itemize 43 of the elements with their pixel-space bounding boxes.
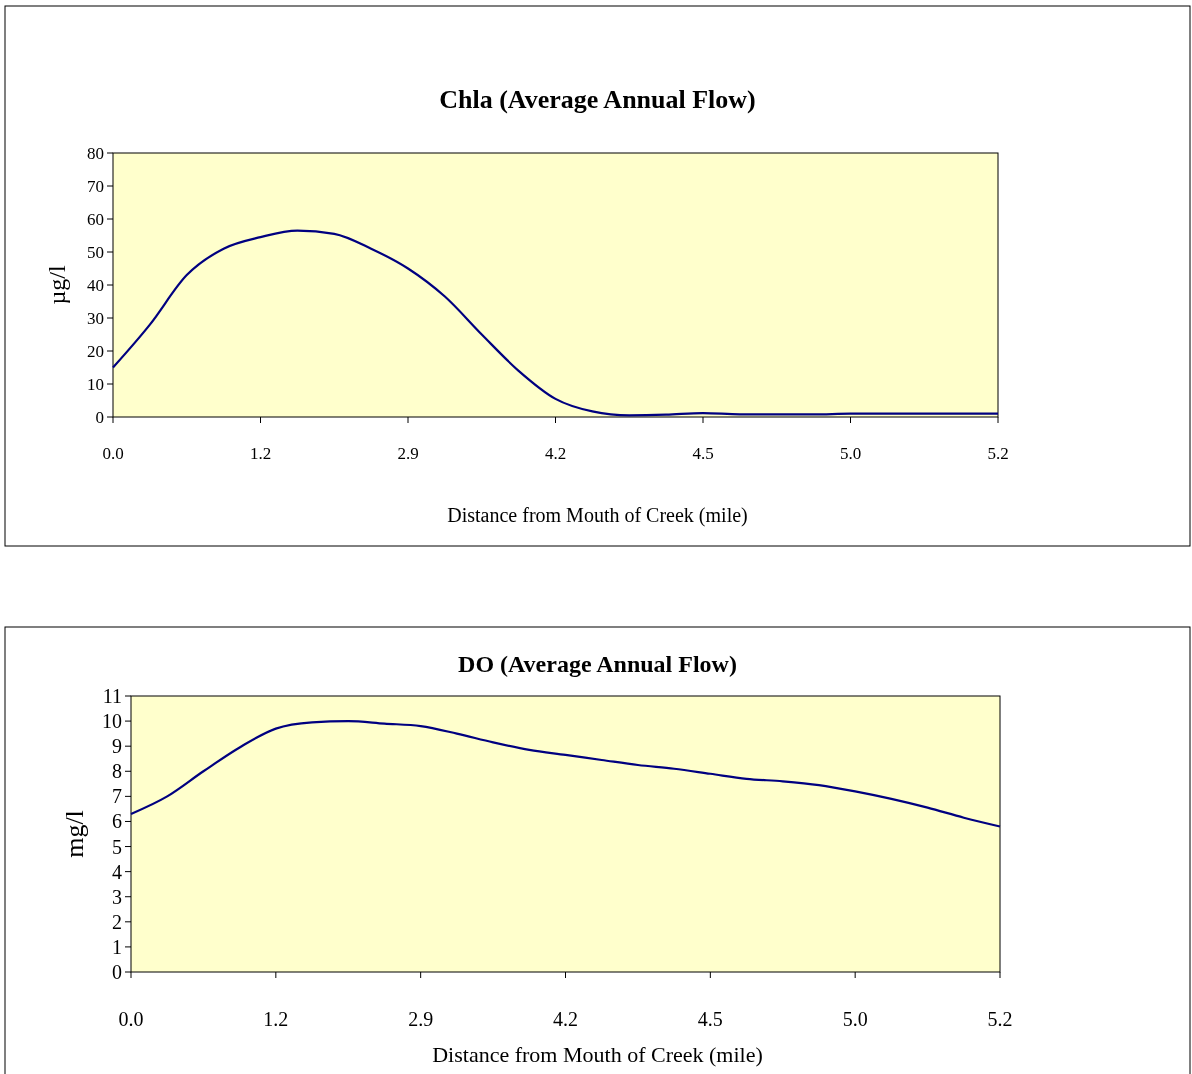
chart-title: Chla (Average Annual Flow) bbox=[439, 85, 756, 114]
y-axis-title: mg/l bbox=[60, 810, 89, 858]
y-tick-label: 3 bbox=[112, 885, 122, 908]
x-tick-label: 4.5 bbox=[697, 1008, 723, 1030]
y-tick-label: 9 bbox=[112, 735, 122, 758]
x-tick-label: 5.0 bbox=[842, 1008, 868, 1030]
x-tick-label: 4.5 bbox=[692, 443, 714, 463]
y-tick-label: 20 bbox=[87, 341, 104, 361]
y-tick-label: 1 bbox=[112, 935, 122, 958]
y-tick-label: 0 bbox=[95, 407, 104, 427]
y-tick-label: 60 bbox=[87, 209, 104, 229]
chart-title: DO (Average Annual Flow) bbox=[458, 651, 737, 677]
y-tick-label: 0 bbox=[112, 961, 122, 983]
y-tick-label: 10 bbox=[87, 374, 104, 394]
y-tick-label: 30 bbox=[87, 308, 104, 328]
y-tick-label: 70 bbox=[87, 176, 104, 196]
y-tick-label: 5 bbox=[112, 835, 122, 858]
x-tick-label: 4.2 bbox=[544, 443, 567, 463]
x-tick-label: 2.9 bbox=[408, 1008, 434, 1030]
x-tick-label: 1.2 bbox=[263, 1008, 289, 1030]
y-tick-label: 80 bbox=[87, 143, 104, 163]
x-axis-title: Distance from Mouth of Creek (mile) bbox=[432, 1042, 763, 1067]
y-tick-label: 50 bbox=[87, 242, 104, 262]
x-tick-label: 5.2 bbox=[987, 1008, 1013, 1030]
y-tick-label: 11 bbox=[102, 685, 122, 707]
y-tick-label: 40 bbox=[87, 275, 104, 295]
x-tick-label: 2.9 bbox=[397, 443, 419, 463]
x-axis-title: Distance from Mouth of Creek (mile) bbox=[447, 504, 748, 527]
y-tick-label: 6 bbox=[112, 810, 122, 833]
x-tick-label: 1.2 bbox=[249, 443, 272, 463]
x-tick-label: 0.0 bbox=[102, 443, 124, 463]
x-tick-label: 5.0 bbox=[839, 443, 862, 463]
line-series bbox=[111, 229, 1000, 417]
y-axis-title: µg/l bbox=[44, 265, 70, 305]
x-tick-label: 4.2 bbox=[553, 1008, 578, 1030]
x-tick-label: 0.0 bbox=[118, 1008, 144, 1030]
y-tick-label: 7 bbox=[112, 785, 122, 808]
y-tick-label: 2 bbox=[112, 910, 122, 933]
y-tick-label: 8 bbox=[112, 760, 122, 783]
x-tick-label: 5.2 bbox=[987, 443, 1009, 463]
y-tick-label: 10 bbox=[102, 710, 122, 733]
y-tick-label: 4 bbox=[112, 860, 122, 883]
line-series bbox=[129, 719, 1002, 828]
